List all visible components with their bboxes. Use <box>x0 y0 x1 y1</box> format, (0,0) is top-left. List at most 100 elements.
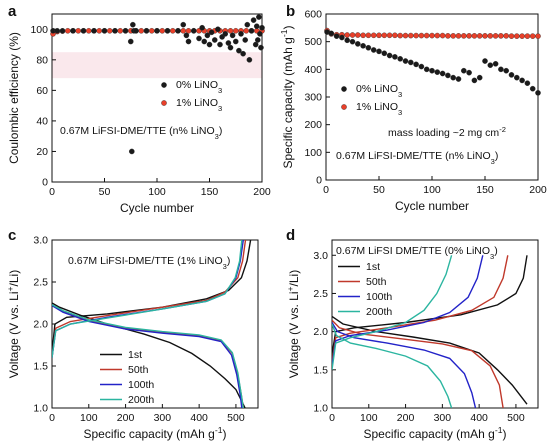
annotation-mass-loading-seg: mass loading ~2 mg cm <box>388 127 499 139</box>
x-tick-label: 200 <box>529 184 547 196</box>
data-point-1pct <box>413 32 419 39</box>
data-point-0pct <box>460 67 467 74</box>
data-point-0pct <box>365 44 372 51</box>
legend-label-seg: 3 <box>398 90 402 99</box>
data-point-1pct <box>535 33 541 39</box>
curve-charge-50th <box>332 255 509 363</box>
legend-marker <box>161 100 167 106</box>
data-point-0pct <box>206 41 213 48</box>
data-point-0pct <box>130 21 136 28</box>
data-point-0pct <box>349 38 356 45</box>
data-point-1pct <box>75 27 82 34</box>
annotation-electrolyte: 0.67M LiFSI-DME/TTE (n% LiNO3) <box>60 125 222 141</box>
data-point-0pct <box>143 27 150 34</box>
data-point-0pct <box>217 41 223 48</box>
data-point-0pct <box>164 27 171 34</box>
data-point-1pct <box>439 32 446 39</box>
data-point-0pct <box>232 38 239 45</box>
data-point-1pct <box>180 27 187 34</box>
annotation-electrolyte-seg: 3 <box>223 262 227 271</box>
legend-label: 200th <box>128 394 154 406</box>
annotation-electrolyte-seg: 0.67M LiFSI DME/TTE (0% LiNO <box>336 245 490 257</box>
data-point-1pct <box>492 33 499 39</box>
annotation-electrolyte-seg: ) <box>219 125 223 137</box>
data-point-0pct <box>185 38 192 45</box>
data-point-0pct <box>128 148 135 155</box>
x-axis-label-seg: ) <box>503 427 507 441</box>
data-point-0pct <box>254 37 261 43</box>
data-point-0pct <box>256 14 262 20</box>
y-axis-label-seg: /Li) <box>287 270 301 287</box>
data-point-0pct <box>190 27 197 34</box>
data-point-0pct <box>215 26 221 33</box>
legend-label: 100th <box>366 291 392 303</box>
data-point-0pct <box>246 57 253 63</box>
x-tick-label: 100 <box>423 184 441 196</box>
data-point-1pct <box>106 27 113 34</box>
annotation-electrolyte-seg: 3 <box>491 157 495 166</box>
data-point-0pct <box>253 23 260 30</box>
annotation-mass-loading: mass loading ~2 mg cm-2 <box>388 125 506 140</box>
x-tick-label: 200 <box>117 412 135 424</box>
y-axis-label-seg: + <box>285 286 295 291</box>
curve-charge-50th <box>52 240 247 358</box>
panel-a: 0 50 100 150 200 0 20 40 60 80 100 Cycle number Coul… <box>7 3 271 215</box>
y-tick-label: 200 <box>304 119 322 131</box>
data-point-1pct <box>365 32 372 39</box>
data-point-1pct <box>169 27 176 34</box>
x-tick-label: 150 <box>476 184 494 196</box>
panel-label: c <box>8 227 16 244</box>
data-point-1pct <box>508 33 515 39</box>
data-point-0pct <box>229 32 236 39</box>
y-tick-label: 1.0 <box>33 403 48 415</box>
curve-charge-200th <box>332 255 453 370</box>
data-point-0pct <box>127 38 134 45</box>
data-point-0pct <box>183 32 190 39</box>
data-point-0pct <box>133 27 139 34</box>
y-tick-label: 2.0 <box>33 319 48 331</box>
legend-label-seg: 0% LiNO <box>356 83 398 95</box>
y-axis-label-seg: Specific capacity (mAh g <box>281 37 295 168</box>
y-tick-label: 2.5 <box>313 288 328 300</box>
legend-label: 0% LiNO3 <box>176 79 222 95</box>
curve-discharge-200th <box>52 304 244 408</box>
data-point-0pct <box>70 27 76 34</box>
data-point-0pct <box>244 21 251 28</box>
data-point-0pct <box>54 27 61 34</box>
y-axis-label: Voltage (V vs. Li+/Li) <box>285 270 301 378</box>
y-tick-label: 60 <box>36 85 48 97</box>
data-point-1pct <box>64 27 71 34</box>
legend-label-seg: 3 <box>218 86 222 95</box>
y-axis-label: Coulombic efficiency (%) <box>7 32 21 164</box>
x-tick-label: 300 <box>154 412 172 424</box>
data-point-0pct <box>370 47 377 53</box>
data-point-0pct <box>227 44 234 51</box>
data-point-1pct <box>498 33 504 39</box>
data-point-0pct <box>238 31 244 37</box>
y-axis-label-seg: -1 <box>279 29 289 37</box>
x-axis-label: Specific capacity (mAh g-1) <box>83 425 226 441</box>
x-tick-label: 500 <box>227 412 245 424</box>
data-point-0pct <box>201 38 208 45</box>
y-axis-label: Voltage (V vs. Li+/Li) <box>5 270 21 378</box>
x-tick-label: 100 <box>360 412 378 424</box>
data-point-0pct <box>466 69 472 76</box>
data-point-1pct <box>85 27 92 34</box>
x-tick-label: 100 <box>80 412 98 424</box>
x-axis-label-seg: -1 <box>215 425 223 435</box>
y-tick-label: 3.0 <box>33 235 48 247</box>
x-axis-label-seg: Specific capacity (mAh g <box>363 427 494 441</box>
data-point-0pct <box>407 59 414 66</box>
curve-discharge-100th <box>332 322 477 408</box>
data-point-1pct <box>519 33 525 39</box>
data-point-0pct <box>225 40 232 46</box>
data-point-1pct <box>360 32 366 39</box>
data-point-0pct <box>503 67 510 74</box>
data-point-1pct <box>344 32 351 38</box>
data-point-0pct <box>429 67 435 74</box>
annotation-electrolyte: 0.67M LiFSI DME/TTE (0% LiNO3) <box>336 245 498 261</box>
data-point-0pct <box>248 27 255 34</box>
data-point-1pct <box>529 33 536 39</box>
plot-frame <box>331 239 539 409</box>
data-point-1pct <box>418 32 425 39</box>
